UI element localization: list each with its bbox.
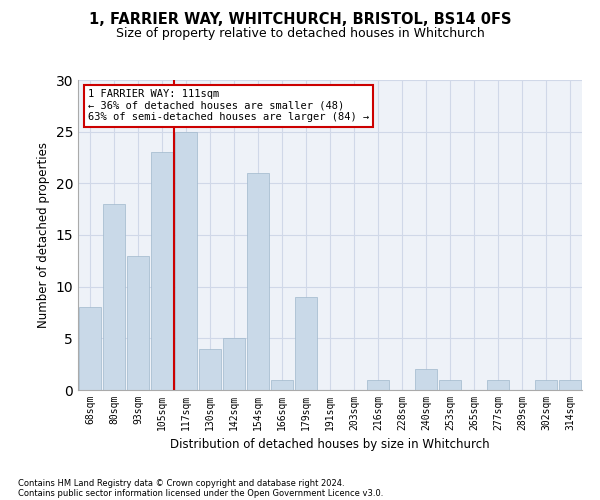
Text: Size of property relative to detached houses in Whitchurch: Size of property relative to detached ho… (116, 28, 484, 40)
Bar (415, 370, 437, 390)
Bar (103, 204, 125, 390)
Text: Contains public sector information licensed under the Open Government Licence v3: Contains public sector information licen… (18, 488, 383, 498)
Text: 1, FARRIER WAY, WHITCHURCH, BRISTOL, BS14 0FS: 1, FARRIER WAY, WHITCHURCH, BRISTOL, BS1… (89, 12, 511, 28)
Text: 1 FARRIER WAY: 111sqm
← 36% of detached houses are smaller (48)
63% of semi-deta: 1 FARRIER WAY: 111sqm ← 36% of detached … (88, 90, 370, 122)
X-axis label: Distribution of detached houses by size in Whitchurch: Distribution of detached houses by size … (170, 438, 490, 452)
Bar (175, 132, 197, 390)
Bar (295, 297, 317, 390)
Bar (367, 380, 389, 390)
Bar (271, 380, 293, 390)
Bar (127, 256, 149, 390)
Bar (199, 348, 221, 390)
Bar (247, 173, 269, 390)
Bar (223, 338, 245, 390)
Text: Contains HM Land Registry data © Crown copyright and database right 2024.: Contains HM Land Registry data © Crown c… (18, 478, 344, 488)
Bar (439, 380, 461, 390)
Bar (487, 380, 509, 390)
Y-axis label: Number of detached properties: Number of detached properties (37, 142, 50, 328)
Bar (559, 380, 581, 390)
Bar (535, 380, 557, 390)
Bar (79, 308, 101, 390)
Bar (151, 152, 173, 390)
